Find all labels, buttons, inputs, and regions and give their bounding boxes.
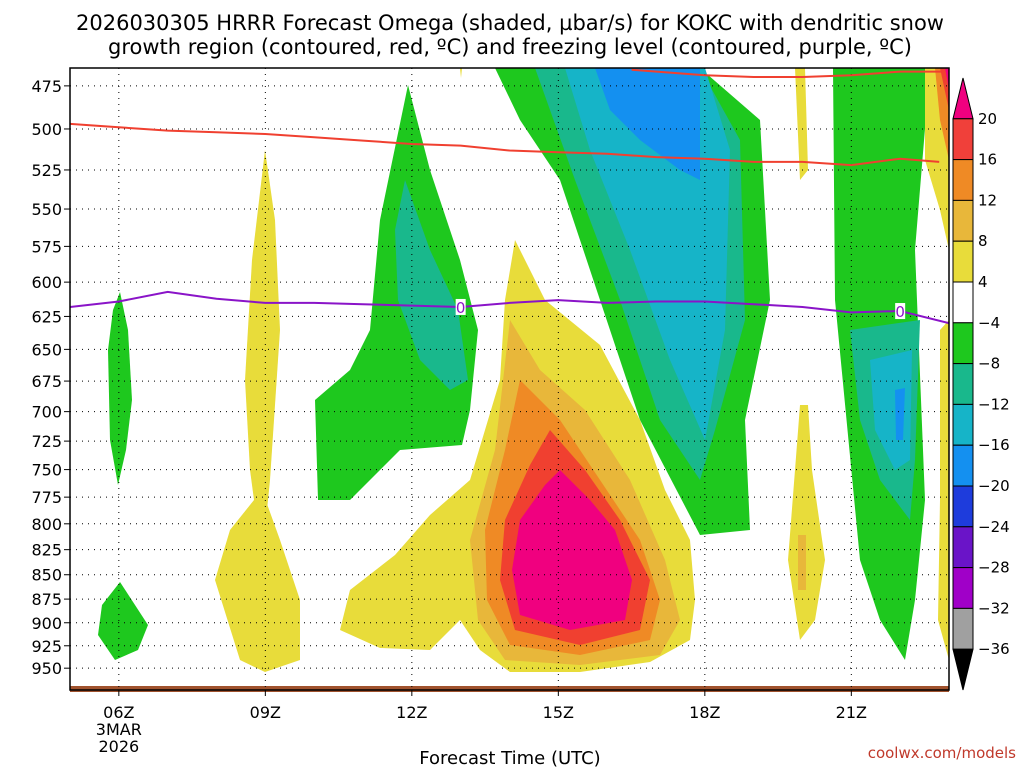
yellow-edge-right-low (938, 320, 949, 660)
y-tick-label: 700 (31, 403, 62, 422)
yellow-plume-08z (245, 150, 280, 560)
y-tick-label: 575 (31, 237, 62, 256)
colorbar-swatch (952, 118, 974, 161)
colorbar-swatch (952, 444, 974, 487)
omega-shading (98, 68, 949, 672)
y-axis: 475 500 525 550 575 600 625 650 675 700 725 750 775 8… (31, 77, 70, 678)
contour-line-2 (631, 68, 945, 78)
x-tick-date: 3MAR (96, 720, 142, 739)
blue-plume (595, 68, 700, 180)
y-tick-label: 950 (31, 659, 62, 678)
magenta-core (512, 470, 632, 630)
colorbar-label: −20 (978, 477, 1010, 495)
y-tick-label: 825 (31, 541, 62, 560)
x-tick-label: 21Z (836, 703, 867, 722)
colorbar-swatch (952, 485, 974, 528)
y-tick-label: 475 (31, 77, 62, 96)
ground-strip (70, 686, 949, 692)
freezing-level-label: 0 (895, 303, 905, 321)
y-tick-label: 775 (31, 488, 62, 507)
colorbar-arrow-top (952, 77, 974, 120)
x-tick-year: 2026 (98, 737, 139, 756)
colorbar-swatch (952, 607, 974, 650)
y-tick-label: 925 (31, 637, 62, 656)
colorbar-swatch (952, 199, 974, 242)
blue-band-right (895, 388, 905, 440)
colorbar-swatch (952, 567, 974, 609)
colorbar-label: −4 (978, 314, 1000, 332)
green-blob-06z (98, 582, 148, 660)
contour-label-bg (895, 303, 906, 320)
grid (70, 68, 949, 690)
x-tick-label: 09Z (250, 703, 281, 722)
colorbar-label: 8 (978, 232, 988, 250)
y-tick-label: 850 (31, 566, 62, 585)
colorbar-label: 12 (978, 191, 997, 209)
yellow-stray-13z (460, 68, 462, 78)
freezing-level-label: 0 (456, 299, 466, 317)
x-tick-label: 18Z (689, 703, 720, 722)
y-tick-label: 550 (31, 200, 62, 219)
teal-plume-12z (395, 180, 468, 390)
y-tick-label: 500 (31, 120, 62, 139)
y-tick-label: 800 (31, 515, 62, 534)
chart-title-line1: 2026030305 HRRR Forecast Omega (shaded, … (76, 11, 944, 35)
x-axis-label: Forecast Time (UTC) (419, 748, 600, 768)
colorbar-swatch (952, 322, 974, 365)
colorbar-swatch (952, 240, 974, 283)
y-tick-label: 750 (31, 461, 62, 480)
y-tick-label: 525 (31, 161, 62, 180)
colorbar-label: −8 (978, 355, 1000, 373)
plot-frame (69, 67, 950, 691)
green-spike-06z (108, 292, 132, 485)
yellow-strip-20z-b (788, 405, 825, 640)
contour-line-1 (70, 290, 949, 325)
y-tick-label: 600 (31, 273, 62, 292)
chart-title-line2: growth region (contoured, red, ºC) and f… (108, 35, 912, 59)
colorbar-swatch (952, 159, 974, 201)
colorbar-label: −12 (978, 395, 1010, 413)
contour-label-bg (455, 298, 466, 315)
colorbar-label: −28 (978, 559, 1010, 577)
colorbar-label: 20 (978, 110, 997, 128)
contour-line-0 (70, 122, 940, 167)
orange-strip-20z (798, 535, 806, 590)
x-tick-label: 15Z (543, 703, 574, 722)
colorbar-swatch (952, 403, 974, 446)
y-tick-label: 725 (31, 432, 62, 451)
y-tick-label: 625 (31, 307, 62, 326)
colorbar: 20 16 12 8 4 −4 −8 −12 −16 −20 −24 −28 −32 −36 (952, 77, 1010, 691)
colorbar-swatch (952, 526, 974, 569)
colorbar-swatch (952, 363, 974, 405)
credit-text: coolwx.com/models (868, 744, 1016, 762)
colorbar-label: −36 (978, 640, 1010, 658)
red-edge-right (940, 68, 949, 110)
green-plume-12z (315, 85, 478, 500)
y-tick-label: 650 (31, 340, 62, 359)
yellow-plume-08z-low (215, 490, 300, 672)
magenta-edge-right (945, 68, 949, 90)
y-tick-label: 900 (31, 614, 62, 633)
x-tick-label: 06Z (103, 703, 134, 722)
colorbar-label: 16 (978, 151, 997, 169)
colorbar-label: −24 (978, 518, 1010, 536)
yellow-strip-20z (795, 68, 808, 180)
y-tick-label: 675 (31, 372, 62, 391)
colorbar-swatch (952, 281, 974, 324)
colorbar-label: −16 (978, 436, 1010, 454)
colorbar-label: −32 (978, 599, 1010, 617)
colorbar-arrow-bottom (952, 648, 974, 691)
x-tick-label: 12Z (396, 703, 427, 722)
y-tick-label: 875 (31, 590, 62, 609)
colorbar-label: 4 (978, 273, 988, 291)
